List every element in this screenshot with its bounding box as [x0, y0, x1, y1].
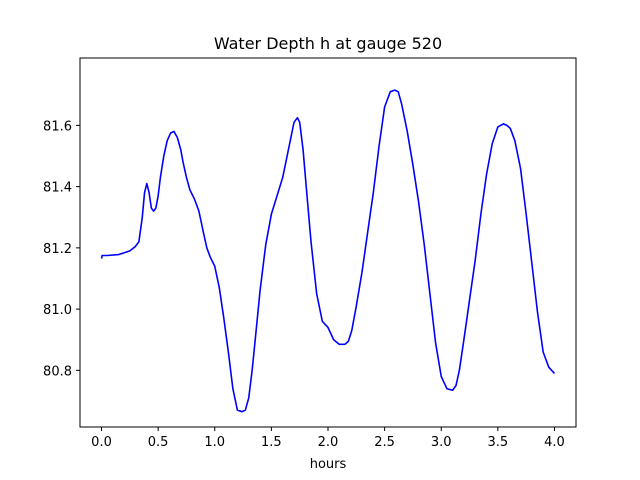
x-tick-label: 3.5	[488, 435, 509, 450]
y-tick-label: 81.4	[43, 181, 72, 196]
x-tick-label: 2.5	[374, 435, 395, 450]
x-tick-label: 4.0	[544, 435, 565, 450]
x-axis-label: hours	[310, 457, 347, 472]
x-axis: 0.0 0.5 1.0 1.5 2.0 2.5 3.0 3.5 4.0	[91, 427, 565, 450]
y-axis: 80.8 81.0 81.2 81.4 81.6	[43, 119, 80, 379]
y-tick-label: 81.2	[43, 242, 72, 257]
x-tick-label: 0.0	[91, 435, 112, 450]
x-tick-label: 1.0	[204, 435, 225, 450]
x-tick-label: 3.0	[431, 435, 452, 450]
y-tick-label: 81.6	[43, 119, 72, 134]
y-tick-label: 81.0	[43, 303, 72, 318]
chart-title: Water Depth h at gauge 520	[214, 34, 442, 53]
x-tick-label: 1.5	[261, 435, 282, 450]
series-line-0	[100, 89, 556, 413]
y-tick-label: 80.8	[43, 364, 72, 379]
x-tick-label: 0.5	[148, 435, 169, 450]
x-tick-label: 2.0	[318, 435, 339, 450]
plot-area	[100, 89, 556, 413]
